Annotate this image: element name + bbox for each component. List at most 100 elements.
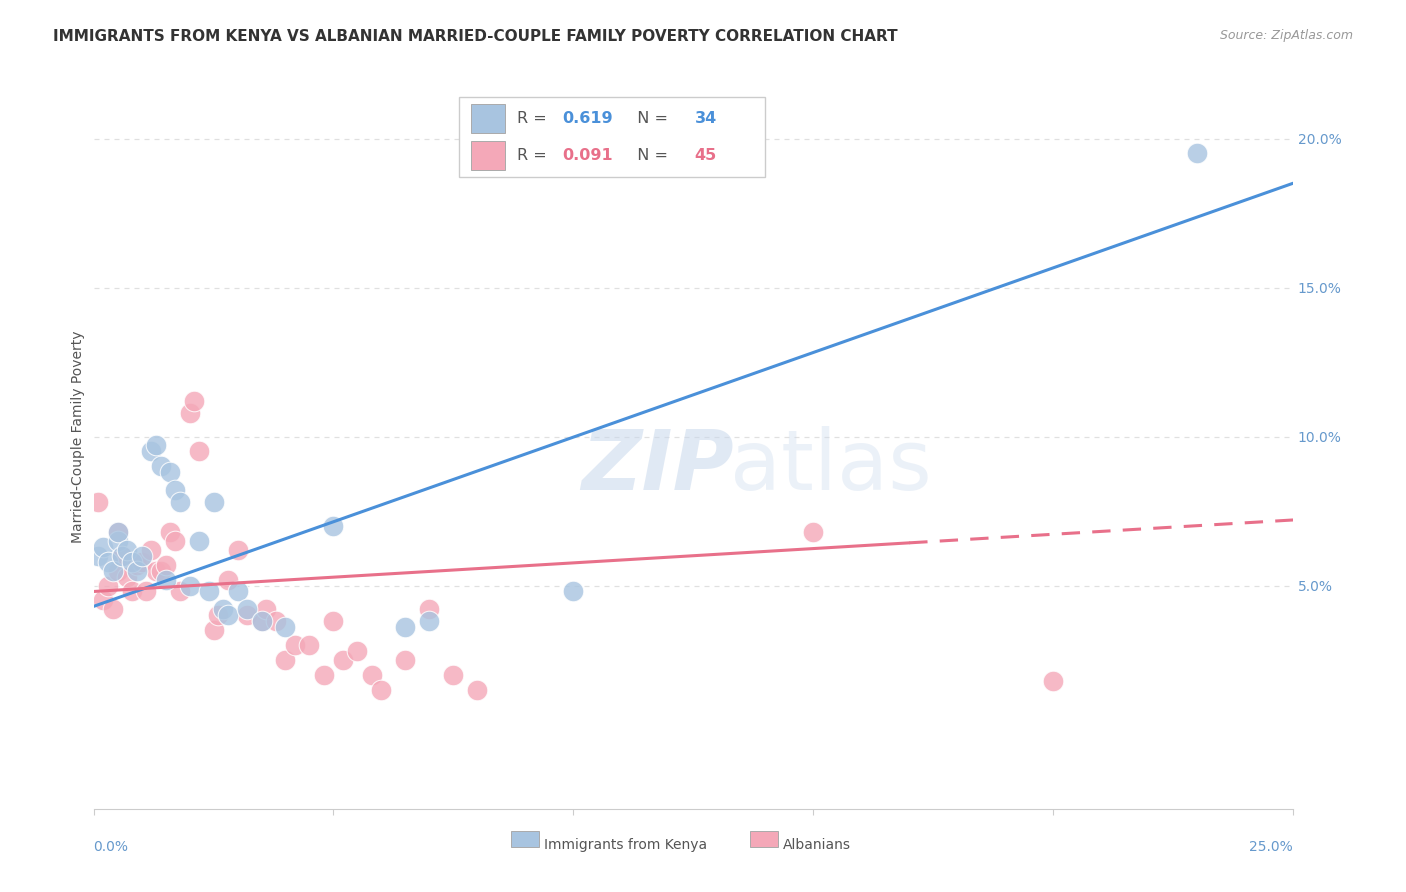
Point [115, 542, 138, 557]
Point [183, 393, 205, 408]
Point [370, 682, 392, 697]
Point [165, 483, 187, 498]
Point [107, 533, 129, 548]
Point [197, 584, 219, 599]
Point [115, 569, 138, 583]
Point [135, 584, 157, 599]
Text: N =: N = [627, 112, 673, 126]
Point [125, 558, 148, 572]
Point [202, 624, 225, 638]
Point [418, 602, 440, 616]
Point [236, 602, 259, 616]
Text: Source: ZipAtlas.com: Source: ZipAtlas.com [1219, 29, 1353, 42]
Point [149, 459, 172, 474]
Point [145, 438, 167, 452]
Text: 0.091: 0.091 [562, 148, 613, 163]
FancyBboxPatch shape [749, 831, 778, 847]
Point [332, 653, 354, 667]
Point [1185, 146, 1208, 161]
Point [274, 653, 297, 667]
Point [125, 564, 148, 578]
Point [322, 615, 344, 629]
Point [284, 638, 307, 652]
Point [467, 682, 489, 697]
Text: R =: R = [517, 112, 553, 126]
Point [155, 558, 177, 572]
Point [312, 668, 335, 682]
Point [441, 668, 464, 682]
Text: 45: 45 [695, 148, 717, 163]
Text: Immigrants from Kenya: Immigrants from Kenya [544, 838, 707, 852]
Point [346, 644, 368, 658]
Text: ZIP: ZIP [581, 425, 734, 507]
Point [226, 542, 249, 557]
Point [111, 549, 134, 563]
Point [322, 519, 344, 533]
Point [207, 608, 229, 623]
Point [274, 620, 297, 634]
Point [101, 564, 124, 578]
Point [107, 564, 129, 578]
Text: N =: N = [627, 148, 673, 163]
Point [121, 555, 143, 569]
Point [131, 555, 153, 569]
Point [264, 615, 287, 629]
Point [179, 578, 201, 592]
Text: R =: R = [517, 148, 553, 163]
FancyBboxPatch shape [471, 141, 505, 170]
Point [217, 573, 239, 587]
Point [141, 444, 163, 458]
Point [188, 444, 211, 458]
Point [155, 573, 177, 587]
Point [131, 549, 153, 563]
Point [394, 653, 416, 667]
Point [107, 524, 129, 539]
Point [394, 620, 416, 634]
Point [202, 495, 225, 509]
Point [217, 608, 239, 623]
Point [91, 593, 114, 607]
Y-axis label: Married-Couple Family Poverty: Married-Couple Family Poverty [72, 330, 86, 543]
Point [179, 406, 201, 420]
Point [491, 131, 513, 145]
Point [250, 615, 273, 629]
Point [101, 602, 124, 616]
Point [212, 602, 235, 616]
Text: Albanians: Albanians [783, 838, 851, 852]
Point [298, 638, 321, 652]
Point [87, 549, 110, 563]
Point [801, 524, 824, 539]
Point [250, 615, 273, 629]
Point [87, 495, 110, 509]
Point [226, 584, 249, 599]
Point [91, 540, 114, 554]
Point [236, 608, 259, 623]
Point [107, 524, 129, 539]
Text: 0.619: 0.619 [562, 112, 613, 126]
Point [149, 564, 172, 578]
Point [97, 555, 120, 569]
Text: IMMIGRANTS FROM KENYA VS ALBANIAN MARRIED-COUPLE FAMILY POVERTY CORRELATION CHAR: IMMIGRANTS FROM KENYA VS ALBANIAN MARRIE… [53, 29, 898, 44]
Text: 25.0%: 25.0% [1250, 840, 1294, 855]
Point [562, 584, 585, 599]
Point [159, 524, 181, 539]
Point [165, 533, 187, 548]
FancyBboxPatch shape [460, 97, 765, 178]
Point [1042, 673, 1064, 688]
Point [111, 549, 134, 563]
Point [169, 584, 191, 599]
Text: atlas: atlas [730, 425, 932, 507]
Point [360, 668, 382, 682]
Point [141, 542, 163, 557]
Point [97, 578, 120, 592]
Point [121, 584, 143, 599]
Point [188, 533, 211, 548]
FancyBboxPatch shape [510, 831, 538, 847]
Text: 0.0%: 0.0% [94, 840, 128, 855]
Point [159, 465, 181, 479]
Point [418, 615, 440, 629]
Text: 34: 34 [695, 112, 717, 126]
Point [254, 602, 277, 616]
Point [145, 564, 167, 578]
FancyBboxPatch shape [471, 103, 505, 134]
